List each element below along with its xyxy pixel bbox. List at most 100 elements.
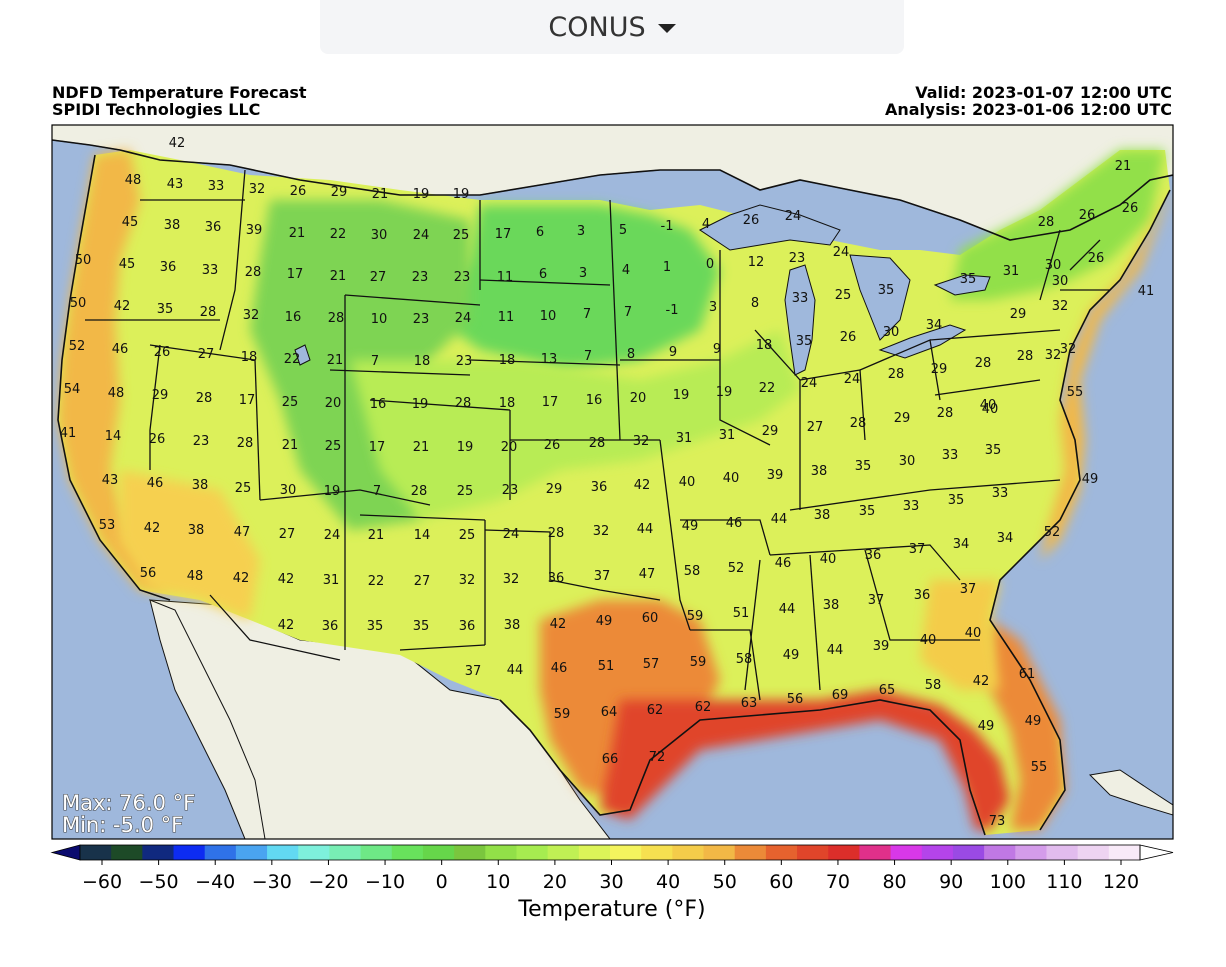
temperature-point-label: 27 xyxy=(807,420,824,435)
temperature-point-label: 36 xyxy=(322,619,339,634)
temperature-point-label: 28 xyxy=(937,406,954,421)
temperature-point-label: 56 xyxy=(787,692,804,707)
florida-orange-zone xyxy=(990,620,1065,830)
temperature-point-label: 21 xyxy=(372,187,389,202)
temperature-point-label: 33 xyxy=(792,291,809,306)
temperature-point-label: 26 xyxy=(743,213,760,228)
colorbar-ticks: −60 −50 −40 −30 −20 −10 0 10 20 30 40 50 60 70 80 90 100… xyxy=(82,860,1139,893)
northeast-green-zone xyxy=(950,150,1165,300)
colorbar-tick-label: 110 xyxy=(1046,871,1082,893)
min-temperature: Min: -5.0 °F xyxy=(62,813,183,837)
temperature-point-label: 35 xyxy=(985,443,1002,458)
temperature-point-label: 58 xyxy=(684,564,701,579)
temperature-point-label: 55 xyxy=(1031,760,1048,775)
temperature-point-label: 18 xyxy=(241,350,258,365)
temperature-point-label: 27 xyxy=(198,347,215,362)
temperature-point-label: 19 xyxy=(413,187,430,202)
colorbar-segment xyxy=(1046,845,1079,860)
temperature-point-label: 49 xyxy=(783,648,800,663)
temperature-point-label: 40 xyxy=(982,402,999,417)
colorbar-segment xyxy=(672,845,705,860)
temperature-point-label: 32 xyxy=(1060,342,1077,357)
region-label: CONUS xyxy=(548,11,646,43)
temperature-point-label: 17 xyxy=(287,267,304,282)
temperature-point-label: 37 xyxy=(960,582,977,597)
temperature-point-label: 35 xyxy=(878,283,895,298)
map-title-block: NDFD Temperature Forecast SPIDI Technolo… xyxy=(52,84,307,118)
state-borders xyxy=(85,169,1110,701)
colorbar-tick-label: 40 xyxy=(656,871,680,893)
temperature-point-label: 7 xyxy=(583,307,591,322)
temperature-point-label: 28 xyxy=(196,391,213,406)
temperature-point-label: 47 xyxy=(639,567,656,582)
temperature-point-label: 41 xyxy=(1138,284,1155,299)
temperature-point-label: 36 xyxy=(548,571,565,586)
temperature-point-label: 25 xyxy=(282,395,299,410)
temperature-point-label: 73 xyxy=(989,814,1006,829)
temperature-point-label: 40 xyxy=(723,471,740,486)
temperature-point-label: 42 xyxy=(233,571,250,586)
colorbar-segment xyxy=(298,845,330,860)
temperature-point-label: 6 xyxy=(536,225,544,240)
temperature-point-label: 17 xyxy=(495,227,512,242)
temperature-point-label: 37 xyxy=(594,569,611,584)
temperature-point-label: 33 xyxy=(992,486,1009,501)
temperature-point-label: 56 xyxy=(140,566,157,581)
temperature-point-label: 50 xyxy=(75,253,92,268)
temperature-point-label: 49 xyxy=(1025,714,1042,729)
temperature-point-label: 45 xyxy=(119,257,136,272)
colorbar-tick-label: −40 xyxy=(195,871,235,893)
colorbar-tick-label: 80 xyxy=(882,871,906,893)
colorbar-max-arrow xyxy=(1139,844,1174,861)
colorbar-tick-label: 90 xyxy=(939,871,963,893)
temperature-point-label: 36 xyxy=(914,588,931,603)
region-selector[interactable]: CONUS xyxy=(320,0,904,54)
temperature-point-label: 33 xyxy=(208,179,225,194)
temperature-point-label: 31 xyxy=(1003,264,1020,279)
temperature-point-label: 19 xyxy=(324,484,341,499)
temperature-point-label: 72 xyxy=(649,750,666,765)
temperature-point-label: 51 xyxy=(733,606,750,621)
temperature-point-label: 21 xyxy=(368,528,385,543)
temperature-point-label: 28 xyxy=(245,265,262,280)
colorbar-segment xyxy=(890,845,923,860)
temperature-point-label: 50 xyxy=(70,296,87,311)
analysis-time: Analysis: 2023-01-06 12:00 UTC xyxy=(884,100,1172,119)
temperature-point-label: 18 xyxy=(756,338,773,353)
lake-erie xyxy=(878,324,967,359)
temperature-point-label: 34 xyxy=(953,537,970,552)
colorbar-tick-label: −60 xyxy=(82,871,122,893)
map-title: NDFD Temperature Forecast xyxy=(52,83,307,102)
temperature-point-label: 18 xyxy=(499,396,516,411)
temperature-point-label: 19 xyxy=(716,385,733,400)
temperature-point-label: 65 xyxy=(879,683,896,698)
temperature-point-label: 18 xyxy=(414,354,431,369)
colorbar-frame xyxy=(79,844,1141,861)
temperature-point-label: 28 xyxy=(237,436,254,451)
cuba-land xyxy=(1088,769,1173,816)
temperature-point-label: 61 xyxy=(1019,667,1036,682)
temperature-point-label: 21 xyxy=(1115,159,1132,174)
temperature-point-label: 34 xyxy=(926,318,943,333)
temperature-point-label: 22 xyxy=(330,227,347,242)
temperature-point-label: 27 xyxy=(279,527,296,542)
temperature-point-label: 48 xyxy=(187,569,204,584)
temperature-point-label: 38 xyxy=(504,618,521,633)
se-coast-warm-zone xyxy=(920,580,1000,690)
temperature-point-label: 20 xyxy=(501,440,518,455)
temperature-point-label: 25 xyxy=(459,528,476,543)
temperature-point-label: 28 xyxy=(975,356,992,371)
temperature-point-label: 32 xyxy=(243,308,260,323)
temperature-point-label: 24 xyxy=(785,209,802,224)
temperature-point-label: 32 xyxy=(1045,348,1062,363)
temperature-point-label: 33 xyxy=(903,499,920,514)
temperature-point-label: 10 xyxy=(540,309,557,324)
temperature-point-label: 69 xyxy=(832,688,849,703)
temperature-point-label: 52 xyxy=(1044,525,1061,540)
map-frame xyxy=(51,124,1174,840)
temperature-point-label: 36 xyxy=(459,619,476,634)
temperature-point-label: 26 xyxy=(1079,208,1096,223)
temperature-point-label: 1 xyxy=(663,260,671,275)
